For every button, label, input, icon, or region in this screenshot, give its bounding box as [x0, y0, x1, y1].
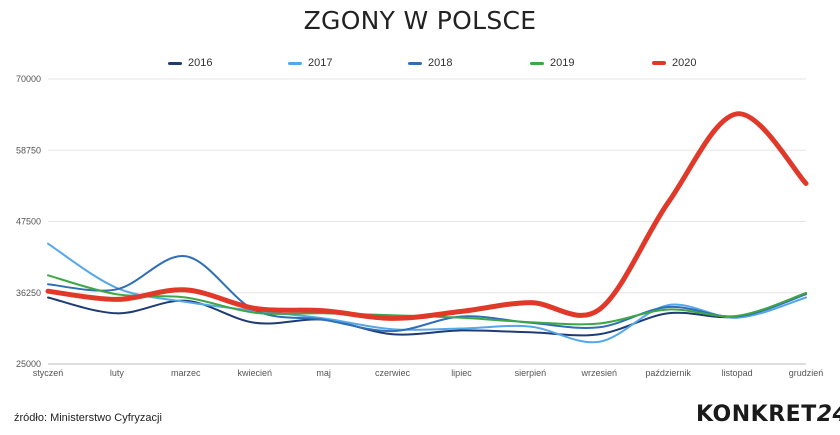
series-line-2017 [47, 242, 807, 344]
brand-name: KONKRET [696, 402, 817, 427]
legend-item-2018[interactable]: 2018 [408, 55, 452, 71]
y-tick-label: 70000 [16, 74, 41, 84]
legend-label: 2017 [308, 57, 333, 69]
y-tick-label: 58750 [16, 145, 41, 155]
legend-swatch [168, 61, 182, 65]
x-tick-label: lipiec [451, 368, 472, 378]
series-line-2018 [47, 255, 807, 333]
legend-label: 2016 [188, 57, 213, 69]
chart-title: ZGONY W POLSCE [303, 6, 537, 35]
legend-item-2019[interactable]: 2019 [530, 55, 574, 71]
legend-swatch [288, 61, 302, 65]
legend-swatch [408, 61, 422, 65]
legend-label: 2018 [428, 57, 453, 69]
legend-item-2020[interactable]: 2020 [652, 55, 696, 71]
chart-legend: 2016 2017 2018 2019 2020 [0, 55, 840, 71]
x-tick-label: listopad [722, 368, 753, 378]
legend-swatch [530, 61, 544, 65]
x-tick-label: styczeń [33, 368, 64, 378]
y-tick-label: 36250 [16, 288, 41, 298]
y-tick-label: 47500 [16, 217, 41, 227]
legend-item-2017[interactable]: 2017 [288, 55, 332, 71]
series-line-2020 [45, 111, 809, 321]
x-tick-label: czerwiec [375, 368, 411, 378]
legend-item-2016[interactable]: 2016 [168, 55, 212, 71]
legend-swatch [652, 61, 666, 65]
x-tick-label: październik [645, 368, 691, 378]
x-tick-label: kwiecień [237, 368, 272, 378]
legend-label: 2019 [550, 57, 575, 69]
x-tick-label: sierpień [515, 368, 547, 378]
x-tick-label: marzec [171, 368, 201, 378]
brand-logo: KONKRET24 [696, 402, 840, 427]
x-tick-label: wrzesień [581, 368, 618, 378]
brand-number: 24 [816, 402, 840, 427]
x-tick-label: maj [316, 368, 331, 378]
source-note: źródło: Ministerstwo Cyfryzacji [14, 412, 162, 424]
x-tick-label: grudzień [789, 368, 824, 378]
x-tick-label: luty [110, 368, 125, 378]
legend-label: 2020 [672, 57, 697, 69]
y-tick-label: 25000 [16, 359, 41, 369]
